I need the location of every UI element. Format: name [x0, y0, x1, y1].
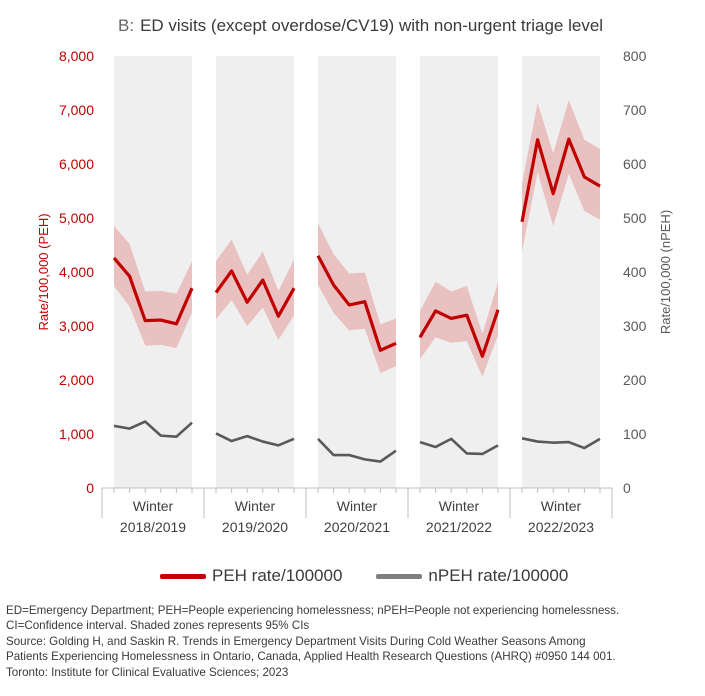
y-tick-label-right: 500: [623, 210, 647, 226]
winter-panel-5: [522, 56, 600, 488]
y-tick-label-right: 200: [623, 372, 647, 388]
legend-label-npeh: nPEH rate/100000: [428, 566, 569, 585]
x-tick-label: Winter: [337, 498, 378, 514]
y-tick-label-right: 800: [623, 48, 647, 64]
x-tick-label: Winter: [133, 498, 174, 514]
peh-line-5: [520, 137, 601, 223]
y-tick-label-left: 7,000: [59, 102, 94, 118]
y-tick-label-left: 8,000: [59, 48, 94, 64]
footnote-line: CI=Confidence interval. Shaded zones rep…: [6, 619, 310, 633]
npeh-line-5: [521, 437, 601, 450]
ci-band-1: [114, 226, 192, 349]
y-axis-left-label: Rate/100,000 (PEH): [36, 213, 51, 330]
y-tick-label-left: 2,000: [59, 372, 94, 388]
x-tick-label: Winter: [235, 498, 276, 514]
npeh-line-3: [317, 437, 397, 463]
x-tick-label: 2022/2023: [528, 519, 594, 535]
y-tick-label-right: 700: [623, 102, 647, 118]
legend-swatch-peh: [160, 573, 206, 579]
x-tick-label: 2021/2022: [426, 519, 492, 535]
legend-swatch-npeh: [376, 573, 423, 579]
y-tick-label-right: 300: [623, 318, 647, 334]
y-tick-label-left: 3,000: [59, 318, 94, 334]
y-tick-label-left: 1,000: [59, 426, 94, 442]
footnote-line: Toronto: Institute for Clinical Evaluati…: [6, 665, 289, 679]
y-tick-label-right: 100: [623, 426, 647, 442]
footnotes: ED=Emergency Department; PEH=People expe…: [6, 603, 702, 680]
chart-title: B: ED visits (except overdose/CV19) with …: [118, 16, 603, 36]
peh-line-4: [418, 309, 500, 358]
npeh-line-2: [215, 432, 295, 447]
npeh-line-1: [113, 420, 193, 439]
chart-canvas: Winter 2018/2019 Winter 2019/2020 Winter 2020…: [36, 48, 673, 535]
peh-line-1: [112, 256, 194, 326]
y-tick-label-left: 4,000: [59, 264, 94, 280]
x-tick-label: 2019/2020: [222, 519, 288, 535]
x-tick-label: Winter: [439, 498, 480, 514]
y-tick-label-left: 5,000: [59, 210, 94, 226]
ci-band-4: [420, 281, 498, 377]
x-tick-label: Winter: [541, 498, 582, 514]
legend: PEH rate/100000 nPEH rate/100000: [160, 566, 568, 586]
peh-line-2: [214, 269, 296, 318]
legend-label-peh: PEH rate/100000: [212, 566, 343, 585]
panel-letter: B:: [118, 16, 135, 35]
x-tick-label: 2018/2019: [120, 519, 186, 535]
axes: Winter 2018/2019 Winter 2019/2020 Winter 2020…: [59, 48, 647, 535]
chart-title-text: ED visits (except overdose/CV19) with no…: [140, 16, 604, 35]
x-tick-label: 2020/2021: [324, 519, 390, 535]
npeh-line-4: [419, 437, 499, 456]
footnote-line: Source: Golding H, and Saskin R. Trends …: [6, 634, 586, 648]
legend-item-peh: PEH rate/100000: [160, 566, 342, 586]
y-tick-label-right: 0: [623, 480, 631, 496]
y-axis-right-label: Rate/100,000 (nPEH): [658, 210, 673, 334]
y-tick-label-left: 0: [86, 480, 94, 496]
y-tick-label-right: 600: [623, 156, 647, 172]
y-tick-label-right: 400: [623, 264, 647, 280]
legend-item-npeh: nPEH rate/100000: [376, 566, 568, 586]
series-lines: [112, 137, 601, 463]
footnote-line: ED=Emergency Department; PEH=People expe…: [6, 604, 620, 617]
peh-line-3: [316, 255, 397, 352]
ci-band-5: [522, 100, 600, 252]
winter-panel-4: [420, 56, 498, 488]
footnote-line: Patients Experiencing Homelessness in On…: [6, 650, 616, 664]
y-tick-label-left: 6,000: [59, 156, 94, 172]
